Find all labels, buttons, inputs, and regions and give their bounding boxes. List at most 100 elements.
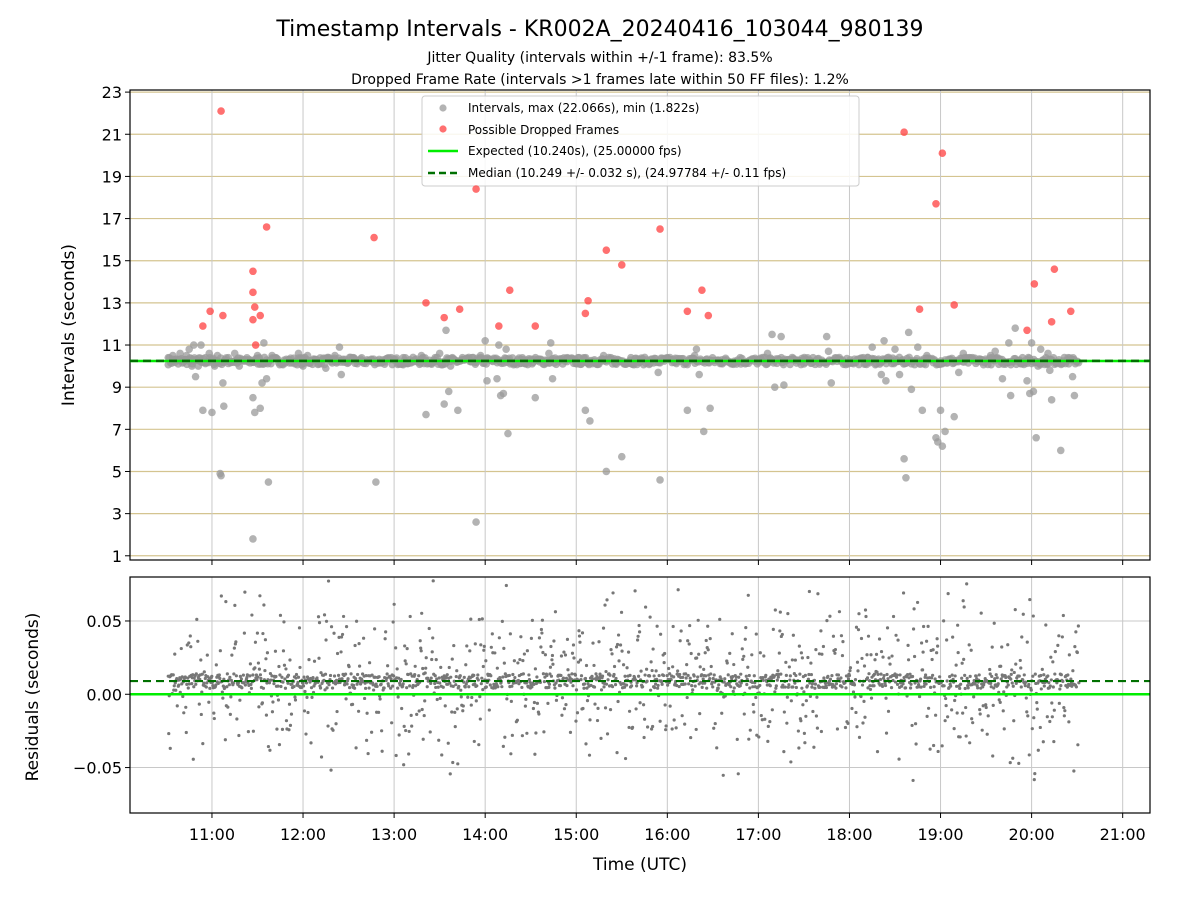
residual-point — [439, 665, 443, 669]
residual-point — [648, 674, 652, 678]
residual-point — [636, 674, 641, 678]
residual-point — [696, 618, 700, 622]
residual-point — [984, 705, 988, 710]
residual-point — [531, 706, 536, 711]
residual-point — [815, 726, 820, 730]
residual-point — [391, 684, 395, 688]
interval-point — [913, 343, 922, 351]
interval-point — [780, 381, 788, 389]
residual-point — [1074, 685, 1078, 689]
residual-point — [928, 747, 932, 751]
residual-point — [708, 676, 712, 681]
residual-point — [243, 590, 247, 594]
residual-point — [694, 727, 698, 732]
residual-point — [433, 681, 437, 686]
interval-point — [495, 341, 503, 349]
residual-point — [174, 688, 178, 692]
residual-point — [877, 637, 882, 641]
residual-point — [200, 690, 204, 694]
residual-point — [217, 673, 221, 677]
residual-point — [774, 684, 778, 688]
interval-point — [546, 339, 555, 347]
residual-point — [581, 706, 585, 711]
residual-point — [481, 688, 485, 692]
bottom-x-tick-label: 19:00 — [917, 825, 963, 844]
residual-point — [231, 681, 235, 685]
residual-point — [854, 625, 859, 629]
residual-point — [319, 755, 324, 759]
residual-point — [828, 677, 833, 681]
interval-point — [954, 368, 963, 377]
residual-point — [614, 676, 618, 681]
residual-point — [777, 651, 781, 655]
top-y-tick-label: 5 — [112, 462, 122, 481]
residual-point — [872, 684, 876, 688]
residual-point — [791, 633, 795, 637]
residual-point — [203, 676, 207, 681]
residual-point — [255, 631, 260, 635]
residual-point — [910, 674, 915, 679]
residual-point — [868, 687, 873, 692]
residual-point — [436, 685, 440, 689]
residual-point — [910, 723, 914, 728]
residual-point — [333, 682, 338, 686]
residual-point — [564, 676, 569, 680]
residual-point — [972, 695, 976, 699]
residual-point — [770, 708, 774, 712]
residual-point — [634, 707, 638, 711]
residual-point — [738, 684, 742, 688]
residual-point — [905, 672, 910, 677]
residual-point — [720, 711, 724, 715]
residual-point — [364, 674, 368, 678]
residual-point — [803, 673, 807, 677]
residual-point — [308, 680, 312, 684]
residual-point — [547, 685, 551, 689]
residual-point — [579, 674, 584, 678]
residual-point — [403, 659, 407, 663]
residual-point — [880, 684, 885, 688]
residual-point — [605, 732, 610, 736]
interval-point — [188, 362, 196, 370]
residual-point — [317, 621, 322, 625]
residual-point — [502, 646, 506, 650]
residual-point — [893, 680, 898, 684]
residual-point — [662, 673, 666, 678]
residual-point — [578, 640, 582, 644]
residual-point — [301, 684, 306, 688]
residual-point — [208, 686, 212, 690]
residual-point — [305, 695, 309, 699]
residual-point — [820, 652, 824, 656]
residual-point — [433, 674, 437, 678]
residual-point — [891, 614, 896, 619]
residual-point — [396, 686, 400, 690]
residual-point — [323, 672, 328, 676]
residual-point — [860, 656, 864, 661]
residual-point — [256, 675, 260, 679]
residual-point — [612, 672, 616, 677]
residual-point — [618, 643, 623, 647]
residual-point — [919, 641, 924, 645]
residual-point — [402, 724, 406, 728]
residual-point — [636, 634, 640, 638]
residual-point — [545, 673, 549, 678]
top-y-axis-label: Intervals (seconds) — [59, 244, 79, 406]
residual-point — [633, 678, 638, 682]
residual-point — [478, 717, 482, 721]
residual-point — [610, 685, 615, 689]
residual-point — [451, 684, 455, 688]
residual-point — [309, 686, 314, 690]
residual-point — [196, 639, 200, 643]
residual-point — [448, 681, 452, 685]
residual-point — [761, 678, 765, 683]
interval-point — [454, 406, 462, 415]
residual-point — [766, 724, 770, 728]
dropped-frame-point — [900, 128, 908, 136]
residual-point — [872, 672, 877, 676]
residual-point — [395, 667, 399, 671]
residual-point — [584, 663, 589, 668]
residual-point — [1076, 624, 1080, 628]
residual-point — [654, 682, 658, 686]
dropped-frame-point — [256, 311, 265, 320]
residual-point — [457, 684, 461, 689]
residual-point — [495, 666, 499, 670]
